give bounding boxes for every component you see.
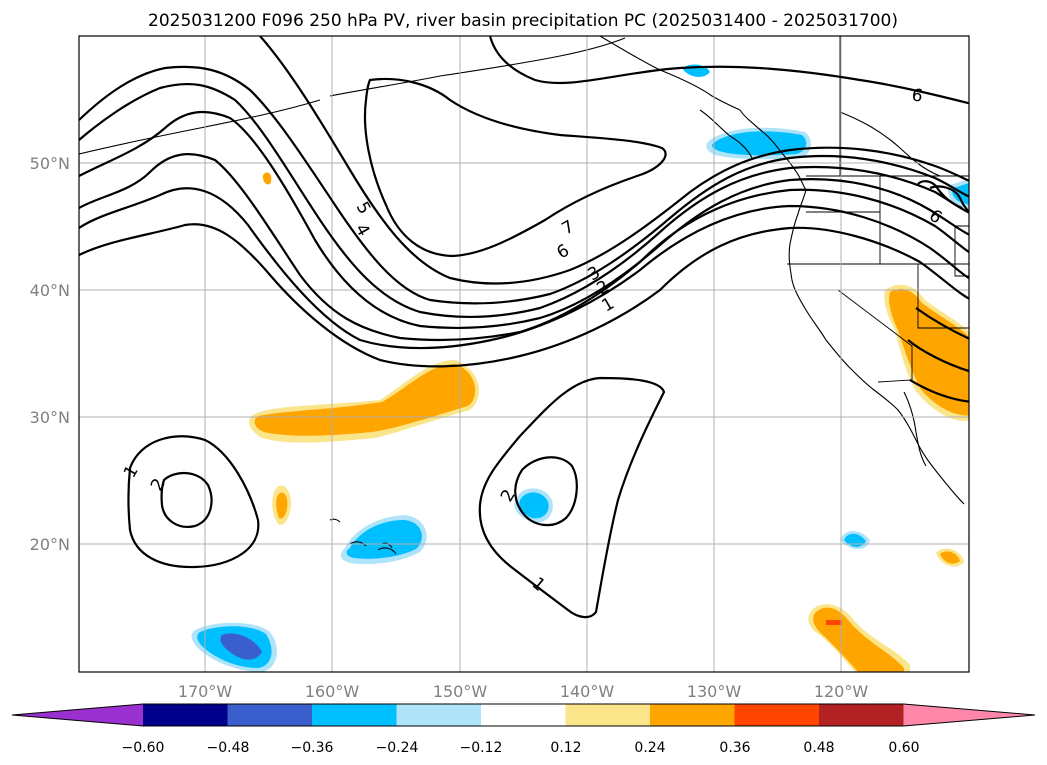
pv-contours [79,36,969,619]
colorbar-segment [565,704,651,726]
colorbar-segment [312,704,397,726]
colorbar-extend-low [12,704,143,726]
lon-labels: 170°W 160°W 150°W 140°W 130°W 120°W [178,682,869,701]
colorbar-tick-label: 0.24 [634,740,665,756]
colorbar-outline [11,703,1036,727]
colorbar-tick-label: −0.12 [460,740,503,756]
colorbar-segment [650,704,735,726]
colorbar-segment [143,704,228,726]
colorbar-segments [11,703,1036,727]
lat-labels: 50°N 40°N 30°N 20°N [30,154,70,554]
lon-label: 160°W [305,682,360,701]
chart-title: 2025031200 F096 250 hPa PV, river basin … [148,11,898,31]
lat-label: 50°N [30,154,70,173]
colorbar-segment [481,704,566,726]
lon-label: 130°W [687,682,742,701]
colorbar-tick-label: −0.36 [291,740,334,756]
map-frame [78,35,970,673]
colorbar-extend-high [903,704,1035,726]
lon-label: 170°W [178,682,233,701]
colorbar: −0.60 −0.48 −0.36 −0.24 −0.12 0.12 0.24 … [11,703,1036,756]
colorbar-segment [396,704,482,726]
colorbar-tick-label: 0.48 [803,740,834,756]
lon-label: 150°W [433,682,488,701]
colorbar-tick-label: −0.24 [376,740,419,756]
lat-label: 30°N [30,408,70,427]
colorbar-segment [819,704,904,726]
colorbar-segment [227,704,313,726]
colorbar-tick-label: 0.36 [719,740,750,756]
colorbar-ticks: −0.60 −0.48 −0.36 −0.24 −0.12 0.12 0.24 … [122,740,920,756]
lon-label: 120°W [814,682,869,701]
colorbar-tick-label: −0.60 [122,740,165,756]
lat-label: 20°N [30,535,70,554]
colorbar-tick-label: 0.60 [888,740,919,756]
lat-label: 40°N [30,281,70,300]
lon-label: 140°W [560,682,615,701]
colorbar-tick-label: 0.12 [550,740,581,756]
contour-label-6-northeast: 6 [910,85,924,107]
map-area: 7 6 3 2 1 5 4 6 6 1 2 2 1 [79,36,969,672]
colorbar-tick-label: −0.48 [207,740,250,756]
colorbar-segment [734,704,820,726]
